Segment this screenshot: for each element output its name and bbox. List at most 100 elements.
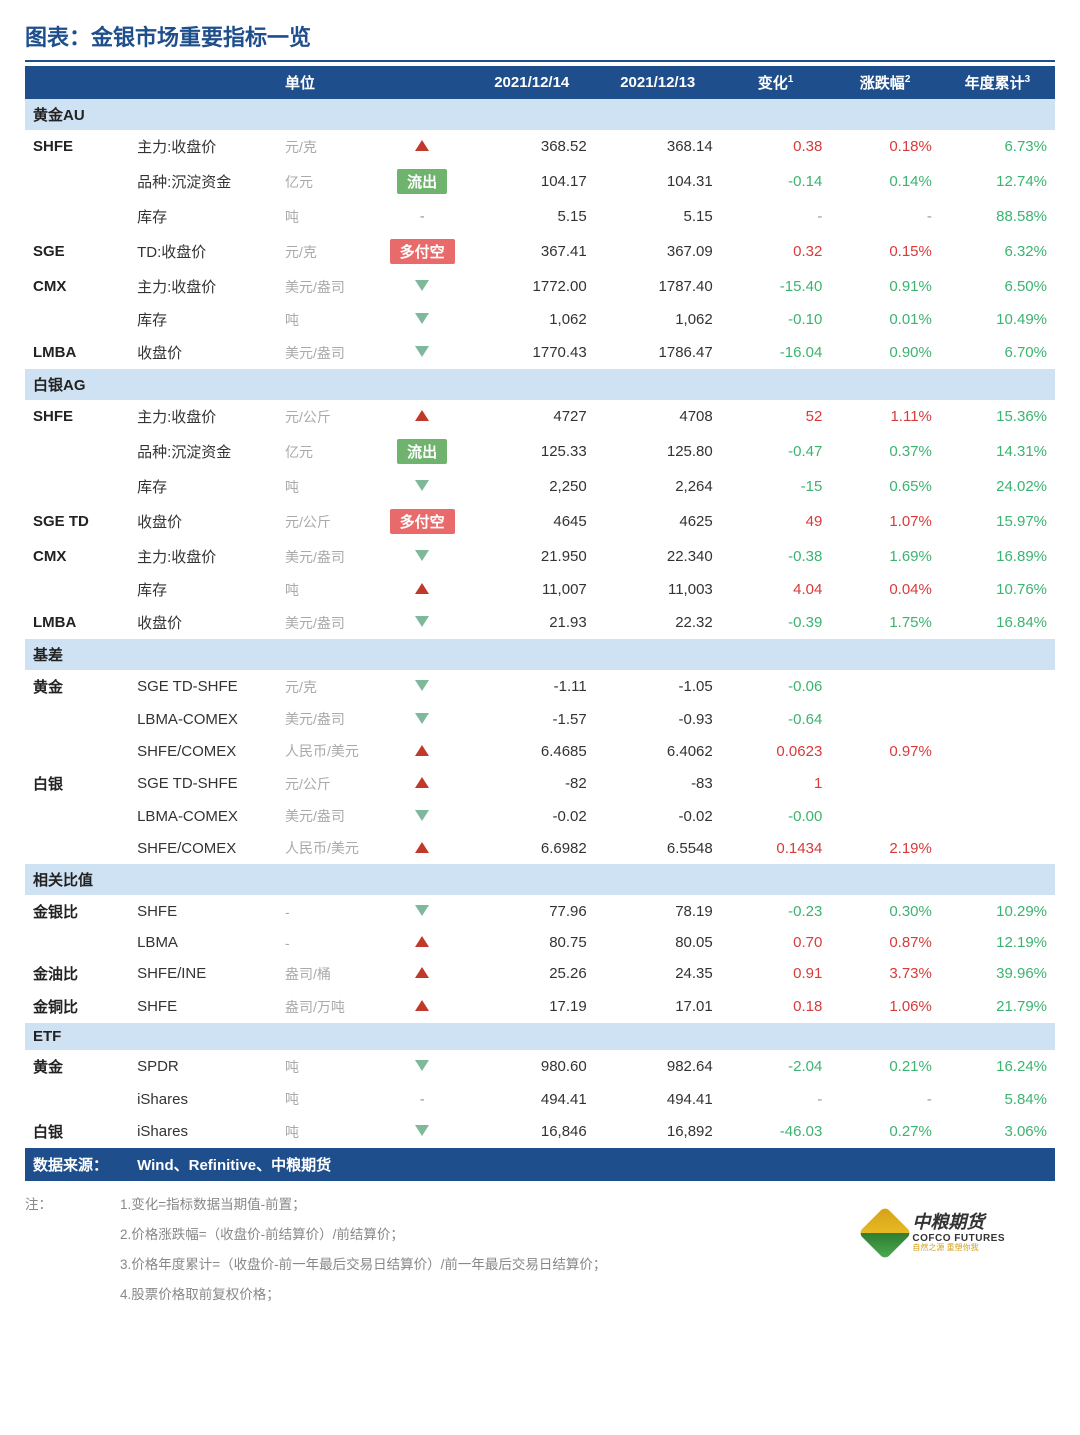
ytd-cell xyxy=(940,800,1055,832)
change-cell: 0.32 xyxy=(721,233,831,270)
unit-cell: 人民币/美元 xyxy=(277,832,376,864)
value-current: -0.02 xyxy=(469,800,595,832)
value-current: 25.26 xyxy=(469,957,595,990)
value-current: 21.950 xyxy=(469,540,595,573)
exchange-label xyxy=(25,573,129,606)
value-current: -82 xyxy=(469,767,595,800)
value-current: 11,007 xyxy=(469,573,595,606)
down-arrow-icon xyxy=(415,810,429,821)
pct-cell: 1.75% xyxy=(830,606,940,639)
col-blank2 xyxy=(129,66,277,99)
ytd-cell: 15.36% xyxy=(940,400,1055,433)
change-cell: -0.00 xyxy=(721,800,831,832)
section-header: 黄金AU xyxy=(25,99,1055,130)
value-previous: 2,264 xyxy=(595,470,721,503)
section-name: 基差 xyxy=(25,639,1055,670)
exchange-label: LMBA xyxy=(25,336,129,369)
pct-cell: 1.11% xyxy=(830,400,940,433)
value-previous: 494.41 xyxy=(595,1083,721,1115)
table-row: CMX主力:收盘价美元/盎司21.95022.340-0.381.69%16.8… xyxy=(25,540,1055,573)
exchange-label: 白银 xyxy=(25,1115,129,1148)
value-previous: 1786.47 xyxy=(595,336,721,369)
change-cell: 0.91 xyxy=(721,957,831,990)
table-row: 库存吨11,00711,0034.040.04%10.76% xyxy=(25,573,1055,606)
exchange-label: SGE TD xyxy=(25,503,129,540)
table-row: SHFE主力:收盘价元/克368.52368.140.380.18%6.73% xyxy=(25,130,1055,163)
unit-cell: 美元/盎司 xyxy=(277,540,376,573)
indicator-cell xyxy=(376,767,469,800)
outflow-badge: 流出 xyxy=(397,169,447,194)
dash-icon: - xyxy=(420,1091,425,1108)
indicator-cell xyxy=(376,990,469,1023)
value-previous: 367.09 xyxy=(595,233,721,270)
ytd-cell xyxy=(940,832,1055,864)
unit-cell: 元/克 xyxy=(277,670,376,703)
exchange-label: 金铜比 xyxy=(25,990,129,1023)
unit-cell: 元/克 xyxy=(277,233,376,270)
section-name: ETF xyxy=(25,1023,1055,1050)
unit-cell: 盎司/桶 xyxy=(277,957,376,990)
shortpay-badge: 多付空 xyxy=(390,239,455,264)
indicator-cell xyxy=(376,670,469,703)
table-row: 白银iShares吨16,84616,892-46.030.27%3.06% xyxy=(25,1115,1055,1148)
ytd-cell xyxy=(940,703,1055,735)
change-cell: -2.04 xyxy=(721,1050,831,1083)
value-current: 368.52 xyxy=(469,130,595,163)
unit-cell: 吨 xyxy=(277,470,376,503)
down-arrow-icon xyxy=(415,550,429,561)
item-label: LBMA xyxy=(129,928,277,957)
change-cell: -0.38 xyxy=(721,540,831,573)
pct-cell: 0.18% xyxy=(830,130,940,163)
unit-cell: 元/公斤 xyxy=(277,503,376,540)
value-previous: 1787.40 xyxy=(595,270,721,303)
item-label: SHFE/COMEX xyxy=(129,735,277,767)
table-row: 金银比SHFE-77.9678.19-0.230.30%10.29% xyxy=(25,895,1055,928)
indicator-cell xyxy=(376,1115,469,1148)
item-label: 主力:收盘价 xyxy=(129,130,277,163)
indicators-table: 单位 2021/12/14 2021/12/13 变化1 涨跌幅2 年度累计3 … xyxy=(25,66,1055,1181)
item-label: 库存 xyxy=(129,200,277,233)
value-current: 980.60 xyxy=(469,1050,595,1083)
indicator-cell xyxy=(376,303,469,336)
value-previous: -0.93 xyxy=(595,703,721,735)
ytd-cell: 5.84% xyxy=(940,1083,1055,1115)
item-label: LBMA-COMEX xyxy=(129,800,277,832)
exchange-label: 金银比 xyxy=(25,895,129,928)
value-current: 1770.43 xyxy=(469,336,595,369)
change-cell: 0.38 xyxy=(721,130,831,163)
exchange-label: SHFE xyxy=(25,400,129,433)
item-label: SHFE xyxy=(129,990,277,1023)
indicator-cell xyxy=(376,470,469,503)
item-label: 品种:沉淀资金 xyxy=(129,163,277,200)
footnote-line: 4.股票价格取前复权价格； xyxy=(120,1283,1055,1303)
ytd-cell: 10.49% xyxy=(940,303,1055,336)
item-label: 收盘价 xyxy=(129,606,277,639)
ytd-cell: 6.50% xyxy=(940,270,1055,303)
change-cell: - xyxy=(721,200,831,233)
col-change: 变化1 xyxy=(721,66,831,99)
up-arrow-icon xyxy=(415,583,429,594)
exchange-label: 黄金 xyxy=(25,670,129,703)
value-previous: 1,062 xyxy=(595,303,721,336)
col-date1: 2021/12/14 xyxy=(469,66,595,99)
exchange-label xyxy=(25,303,129,336)
unit-cell: 美元/盎司 xyxy=(277,800,376,832)
pct-cell: 0.15% xyxy=(830,233,940,270)
value-current: 16,846 xyxy=(469,1115,595,1148)
value-previous: 368.14 xyxy=(595,130,721,163)
value-current: 367.41 xyxy=(469,233,595,270)
indicator-cell xyxy=(376,540,469,573)
shortpay-badge: 多付空 xyxy=(390,509,455,534)
pct-cell xyxy=(830,800,940,832)
change-cell: -0.14 xyxy=(721,163,831,200)
change-cell: 0.70 xyxy=(721,928,831,957)
exchange-label xyxy=(25,433,129,470)
ytd-cell: 12.19% xyxy=(940,928,1055,957)
ytd-cell: 24.02% xyxy=(940,470,1055,503)
table-row: LBMA-COMEX美元/盎司-1.57-0.93-0.64 xyxy=(25,703,1055,735)
exchange-label: CMX xyxy=(25,540,129,573)
item-label: 主力:收盘价 xyxy=(129,270,277,303)
pct-cell: - xyxy=(830,200,940,233)
footnotes: 注： 1.变化=指标数据当期值-前置；2.价格涨跌幅=（收盘价-前结算价）/前结… xyxy=(25,1193,1055,1313)
pct-cell: 0.01% xyxy=(830,303,940,336)
